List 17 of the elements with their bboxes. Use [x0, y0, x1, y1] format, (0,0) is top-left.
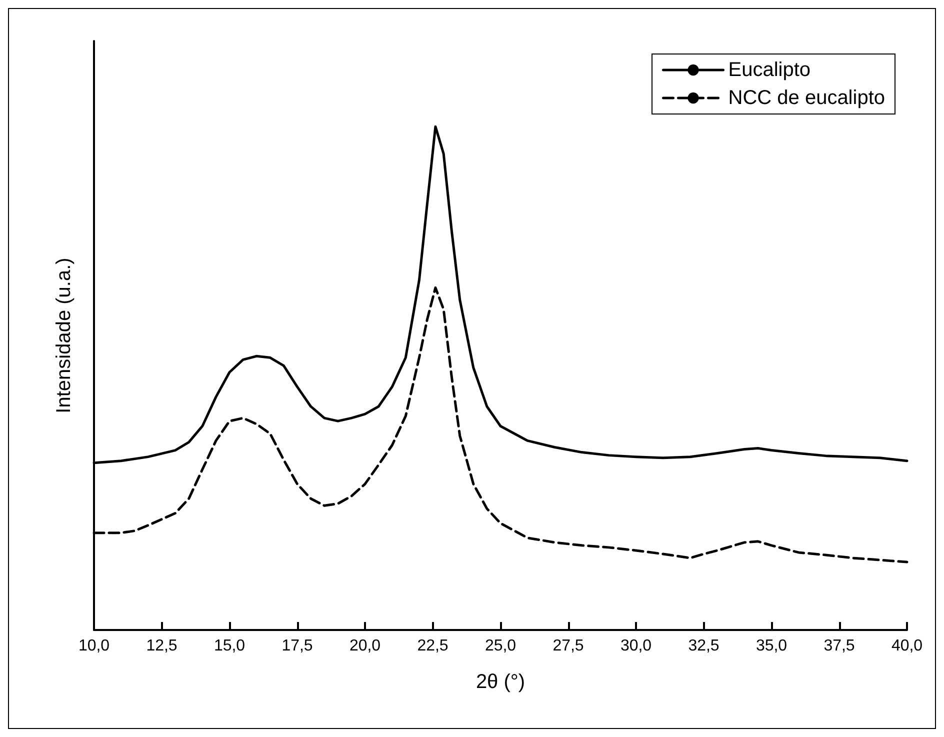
x-tick-label: 32,5: [688, 638, 720, 654]
x-tick-label: 35,0: [756, 638, 788, 654]
x-tick-label: 22,5: [417, 638, 448, 654]
y-axis-title: Intensidade (u.a.): [53, 258, 75, 414]
x-tick-label: 20,0: [349, 638, 381, 654]
legend-label: NCC de eucalipto: [728, 87, 885, 109]
x-tick-label: 17,5: [282, 638, 313, 654]
x-tick-label: 10,0: [78, 638, 110, 654]
x-axis-title: 2θ (°): [476, 671, 526, 693]
legend-label: Eucalipto: [728, 59, 811, 81]
x-tick-label: 30,0: [620, 638, 652, 654]
x-tick-label: 27,5: [552, 638, 584, 654]
x-tick-label: 40,0: [891, 638, 923, 654]
x-tick-label: 15,0: [214, 638, 246, 654]
x-tick-label: 12,5: [146, 638, 178, 654]
x-tick-label: 25,0: [484, 638, 516, 654]
x-tick-label: 37,5: [824, 638, 855, 654]
